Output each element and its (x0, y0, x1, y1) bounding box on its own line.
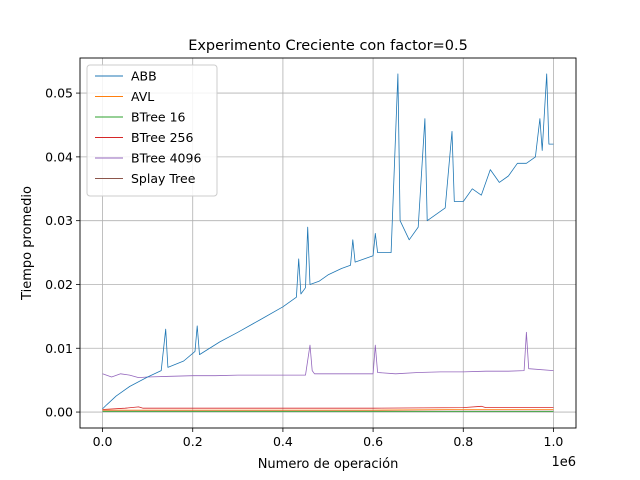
x-tick-label: 0.6 (363, 434, 383, 449)
x-tick-label: 1.0 (544, 434, 564, 449)
y-tick-label: 0.04 (45, 149, 73, 164)
legend: ABB AVL BTree 16 BTree 256 BTree 4096 Splay T… (86, 64, 218, 197)
legend-label-btree-16: BTree 16 (131, 110, 186, 125)
x-axis-label: Numero de operación (258, 457, 399, 472)
series-line-avl (102, 409, 554, 411)
y-tick-label: 0.03 (45, 213, 73, 228)
chart-title: Experimento Creciente con factor=0.5 (188, 38, 468, 54)
x-tick-label: 0.8 (453, 434, 473, 449)
y-axis-label: Tiempo promedio (20, 186, 35, 301)
legend-frame (86, 64, 218, 197)
y-tick-label: 0.01 (45, 341, 73, 356)
plot-lines (102, 73, 554, 412)
plot-frame (79, 57, 577, 429)
x-axis-offset-label: 1e6 (551, 455, 576, 470)
x-tick-label: 0.2 (183, 434, 203, 449)
grid-lines (80, 58, 576, 428)
series-line-btree-256 (102, 405, 554, 410)
legend-label-btree-256: BTree 256 (131, 130, 193, 145)
x-tick-label: 0.0 (93, 434, 113, 449)
legend-label-avl: AVL (131, 89, 154, 104)
x-tick-label: 0.4 (273, 434, 293, 449)
y-tick-label: 0.00 (45, 405, 73, 420)
y-tick-label: 0.05 (45, 86, 73, 101)
x-axis-ticks: 0.0 0.2 0.4 0.6 0.8 1.0 (93, 428, 564, 449)
y-axis-ticks: 0.00 0.01 0.02 0.03 0.04 0.05 (45, 86, 80, 420)
y-tick-label: 0.02 (45, 277, 73, 292)
legend-label-btree-4096: BTree 4096 (131, 151, 201, 166)
legend-label-abb: ABB (131, 69, 157, 84)
legend-label-splay-tree: Splay Tree (131, 171, 196, 186)
series-line-abb (102, 73, 554, 410)
